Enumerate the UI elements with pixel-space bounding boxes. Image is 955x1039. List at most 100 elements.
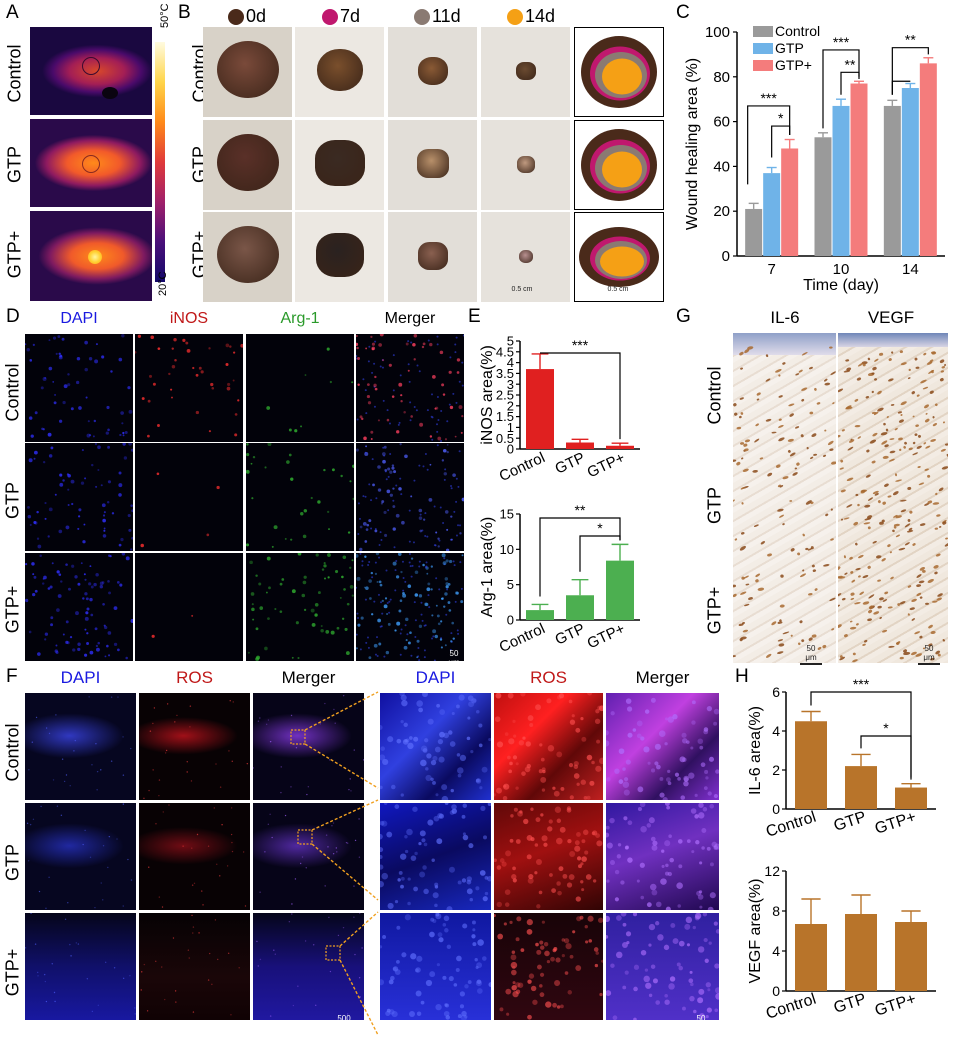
bar-GTP-7 xyxy=(763,173,781,256)
row-label-gtpplus: GTP+ xyxy=(4,230,25,279)
bar-Control-10 xyxy=(814,137,832,256)
bar-GTP+ xyxy=(895,922,927,991)
panel-letter-h: H xyxy=(735,666,749,687)
wound xyxy=(416,149,449,179)
y-tick-label: 2.5 xyxy=(496,388,514,403)
x-tick-label: GTP+ xyxy=(873,991,918,1020)
significance-label: *** xyxy=(833,34,850,50)
fluor-image-d-r0-c2 xyxy=(246,334,354,442)
thermal-image-control xyxy=(30,27,152,115)
scale-bottom-label: 20°C xyxy=(157,271,169,296)
col-label-f-4: ROS xyxy=(530,668,567,687)
legend-dot-0d xyxy=(228,9,244,25)
y-tick-label: 4 xyxy=(507,355,514,370)
legend-dot-11d xyxy=(414,9,430,25)
fluor-image-f-r2-c1 xyxy=(139,913,250,1020)
bar-GTP+-10 xyxy=(850,83,868,257)
scale-bar-f-right: 50 μm xyxy=(690,1014,712,1035)
y-tick-label: 0 xyxy=(507,613,514,628)
x-tick-label: GTP xyxy=(553,449,588,477)
row-label-gtpplus: GTP+ xyxy=(2,585,23,634)
significance-label: *** xyxy=(760,90,777,106)
panel-letter-c: C xyxy=(676,2,690,23)
x-tick-label: GTP xyxy=(832,809,869,835)
scale-bar-b-schematic: 0.5 cm xyxy=(607,286,629,293)
panel-letter-d: D xyxy=(6,306,20,327)
bar-GTP-10 xyxy=(832,105,850,256)
fluor-image-d-r2-c2 xyxy=(246,553,354,661)
fluor-image-f-r0-c3 xyxy=(380,693,491,800)
legend-label-0d: 0d xyxy=(246,6,267,26)
bar-Control-14 xyxy=(883,105,901,256)
scale-top-label: 50°C xyxy=(159,3,171,28)
wound xyxy=(216,41,279,99)
significance-label: *** xyxy=(572,337,589,353)
bar-GTP+-7 xyxy=(781,148,799,256)
wound-photo-gtpplus-14d xyxy=(481,212,570,302)
legend-label-GTP+: GTP+ xyxy=(775,57,812,73)
col-label-d-3: Merger xyxy=(384,310,436,327)
y-tick-label: 10 xyxy=(500,542,514,557)
bar-GTP+ xyxy=(606,445,634,449)
fluor-image-f-r2-c5 xyxy=(606,913,719,1020)
significance-bracket xyxy=(579,535,621,572)
y-tick-label: 60 xyxy=(713,114,730,131)
wound-photo-gtp-7d xyxy=(295,120,384,210)
wound-photo-control-14d xyxy=(481,27,570,117)
y-tick-label: 1 xyxy=(507,420,514,435)
y-tick-label: 8 xyxy=(772,903,780,919)
wound-schematic-gtp xyxy=(574,120,664,210)
legend-swatch-Control xyxy=(753,26,773,37)
fluor-image-f-r1-c5 xyxy=(606,803,719,910)
y-tick-label: 100 xyxy=(705,24,730,41)
significance-bracket xyxy=(771,125,791,158)
wound-photo-gtpplus-7d xyxy=(295,212,384,302)
zoom-guide-lines xyxy=(290,691,379,1036)
panel-letter-e: E xyxy=(468,306,481,327)
thermal-image-gtp xyxy=(30,119,152,207)
schematic-layer-14d xyxy=(602,58,642,95)
y-tick-label: 0 xyxy=(772,983,780,999)
wound xyxy=(417,57,448,85)
col-label-f-2: Merger xyxy=(281,668,336,687)
y-axis-label: Wound healing area (%) xyxy=(684,58,701,230)
y-axis-label: IL-6 area(%) xyxy=(747,706,764,795)
wound-photo-gtp-0d xyxy=(203,120,292,210)
scale-bar-g-vegf: 50 μm xyxy=(918,644,940,665)
row-label-gtp: GTP xyxy=(4,146,25,184)
wound-photo-gtp-11d xyxy=(388,120,477,210)
row-label-gtp: GTP xyxy=(2,844,23,882)
fluor-image-f-r0-c4 xyxy=(494,693,603,800)
col-label-d-1: iNOS xyxy=(169,310,209,327)
fluor-image-d-r2-c1 xyxy=(135,553,243,661)
fluor-image-f-r1-c1 xyxy=(139,803,250,910)
schematic-layer-14d xyxy=(600,246,644,277)
legend-label-GTP: GTP xyxy=(775,40,804,56)
y-tick-label: 4 xyxy=(772,723,780,739)
col-label-d-0: DAPI xyxy=(60,310,98,327)
significance-label: * xyxy=(883,720,889,736)
x-tick-label: Control xyxy=(497,620,548,656)
wound xyxy=(515,62,536,81)
y-tick-label: 0.5 xyxy=(496,431,514,446)
x-tick-label: GTP xyxy=(553,620,588,648)
x-tick-label: 14 xyxy=(902,261,919,278)
fluor-image-f-r0-c1 xyxy=(139,693,250,800)
fluor-image-d-r1-c3 xyxy=(356,443,464,551)
y-axis-label: VEGF area(%) xyxy=(747,879,764,984)
x-tick-label: GTP+ xyxy=(585,620,628,652)
wound-photo-gtp-14d xyxy=(481,120,570,210)
legend-dot-7d xyxy=(322,9,338,25)
fluor-image-f-r1-c3 xyxy=(380,803,491,910)
panel-letter-b: B xyxy=(178,2,191,23)
x-tick-label: 10 xyxy=(833,261,850,278)
wound-schematic-control xyxy=(574,27,664,117)
y-tick-label: 4.5 xyxy=(496,344,514,359)
thermal-image-gtpplus xyxy=(30,211,152,301)
temperature-colorbar xyxy=(155,42,165,282)
bar-Control xyxy=(526,610,554,620)
bar-GTP xyxy=(566,595,594,620)
col-label-f-1: ROS xyxy=(176,668,213,687)
legend-dot-14d xyxy=(507,9,523,25)
